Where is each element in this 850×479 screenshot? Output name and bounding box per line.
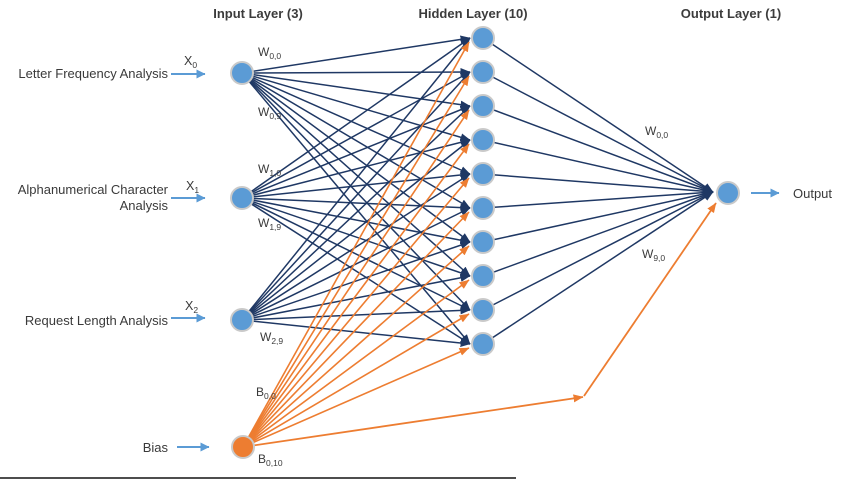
output-label: Output — [793, 186, 833, 201]
edge-bias-hidden — [242, 211, 470, 448]
edge-input-hidden — [241, 68, 471, 77]
hidden-node-2 — [471, 94, 495, 118]
hidden-node-3 — [471, 128, 495, 152]
edge-input-hidden — [241, 138, 471, 199]
edge-input-hidden — [241, 306, 471, 321]
edge-bias-hidden — [242, 109, 470, 448]
hidden-node-1 — [471, 60, 495, 84]
hidden-node-6 — [471, 230, 495, 254]
weight-label-out-w00: W0,0 — [645, 124, 669, 140]
hidden-node-0 — [471, 26, 495, 50]
input-label-alphanumerical: Alphanumerical Character Analysis — [17, 182, 168, 213]
edge-input-hidden — [241, 71, 471, 199]
input-layer-title: Input Layer (3) — [213, 6, 303, 21]
output-node — [716, 181, 740, 205]
edge-bias-hidden — [242, 177, 470, 448]
weight-label-b010: B0,10 — [258, 452, 283, 468]
edge-hidden-output — [482, 191, 714, 277]
edge-hidden-output — [482, 190, 714, 243]
edge-bias-hidden — [242, 313, 470, 448]
input-node-0 — [230, 61, 254, 85]
edge-input-hidden — [241, 197, 471, 311]
edge-input-hidden — [241, 71, 471, 321]
edge-input-hidden — [241, 72, 471, 277]
x0-sub: 0 — [192, 60, 198, 70]
weight-label-out-w90: W9,0 — [642, 247, 666, 263]
hidden-node-8 — [471, 298, 495, 322]
weight-label-w00: W0,0 — [258, 45, 282, 61]
edge-input-hidden — [241, 105, 471, 199]
edge-bias-hidden — [242, 279, 470, 448]
edge-hidden-output — [482, 139, 714, 194]
input-var-x0: X0 — [184, 54, 197, 70]
edge-input-hidden — [241, 139, 471, 321]
x1-sub: 1 — [194, 185, 200, 195]
weight-label-b00: B0,0 — [256, 385, 276, 401]
edge-input-hidden — [241, 197, 471, 277]
edge-input-hidden — [241, 197, 471, 245]
weight-label-w10: W1,0 — [258, 162, 282, 178]
hidden-layer-title: Hidden Layer (10) — [418, 6, 528, 21]
edge-input-hidden — [241, 72, 471, 345]
weight-label-w19: W1,9 — [258, 216, 282, 232]
edge-input-hidden — [241, 37, 471, 321]
edge-input-hidden — [241, 197, 471, 345]
input-var-x2: X2 — [185, 299, 198, 315]
bias-label: Bias — [142, 440, 168, 455]
edge-input-hidden — [241, 35, 471, 74]
input-label-request-length: Request Length Analysis — [24, 313, 168, 328]
edge-input-hidden — [241, 319, 471, 347]
edge-bias-output-seg2 — [583, 202, 717, 397]
x1-base: X — [186, 179, 195, 193]
bottom-border-line — [0, 477, 516, 479]
edge-input-hidden — [241, 241, 471, 321]
edge-bias-hidden — [242, 245, 470, 448]
weight-label-w09: W0,9 — [258, 105, 282, 121]
edge-hidden-output — [482, 191, 714, 345]
x2-base: X — [185, 299, 194, 313]
edge-input-hidden — [241, 72, 471, 209]
input-var-x1: X1 — [186, 179, 199, 195]
edge-hidden-output — [482, 71, 714, 193]
edge-bias-hidden — [242, 41, 470, 448]
input-node-1 — [230, 186, 254, 210]
hidden-node-4 — [471, 162, 495, 186]
edge-hidden-output — [482, 188, 714, 209]
edge-input-hidden — [241, 72, 471, 109]
edge-hidden-output — [482, 105, 714, 193]
hidden-node-7 — [471, 264, 495, 288]
edge-input-hidden — [241, 207, 471, 321]
hidden-node-9 — [471, 332, 495, 356]
bias-node — [231, 435, 255, 459]
hidden-node-5 — [471, 196, 495, 220]
output-layer-title: Output Layer (1) — [680, 6, 782, 21]
edge-bias-hidden — [242, 143, 470, 448]
edge-input-hidden — [241, 273, 471, 321]
edge-hidden-output — [482, 191, 714, 311]
x2-sub: 2 — [193, 305, 199, 315]
edge-input-hidden — [241, 72, 471, 142]
edge-input-hidden — [241, 72, 471, 311]
edge-hidden-output — [482, 173, 714, 196]
input-label-letter-frequency: Letter Frequency Analysis — [18, 66, 168, 81]
edge-input-hidden — [241, 72, 471, 243]
edge-hidden-output — [482, 37, 714, 193]
x0-base: X — [184, 54, 193, 68]
edge-bias-hidden — [242, 347, 470, 448]
edge-input-hidden — [241, 197, 471, 212]
weight-label-w29: W2,9 — [260, 330, 284, 346]
edge-bias-hidden — [242, 75, 470, 448]
edge-input-hidden — [241, 171, 471, 199]
edge-input-hidden — [241, 173, 471, 321]
input-node-2 — [230, 308, 254, 332]
edge-input-hidden — [241, 105, 471, 321]
edge-input-hidden — [241, 37, 471, 199]
edge-bias-output-seg1 — [242, 394, 584, 448]
edge-input-hidden — [241, 72, 471, 175]
